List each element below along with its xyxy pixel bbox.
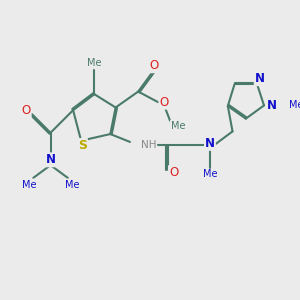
Text: Me: Me	[171, 121, 185, 130]
Text: N: N	[46, 153, 56, 166]
Text: N: N	[266, 99, 276, 112]
Text: N: N	[255, 72, 265, 85]
Text: O: O	[149, 59, 159, 72]
Text: NH: NH	[141, 140, 156, 150]
Text: N: N	[205, 137, 215, 150]
Text: O: O	[169, 166, 178, 179]
Text: Me: Me	[289, 100, 300, 110]
Text: S: S	[78, 139, 87, 152]
Text: O: O	[159, 96, 169, 109]
Text: Me: Me	[64, 179, 79, 190]
Text: Me: Me	[87, 58, 102, 68]
Text: O: O	[22, 104, 31, 117]
Text: Me: Me	[203, 169, 217, 179]
Text: Me: Me	[22, 179, 37, 190]
